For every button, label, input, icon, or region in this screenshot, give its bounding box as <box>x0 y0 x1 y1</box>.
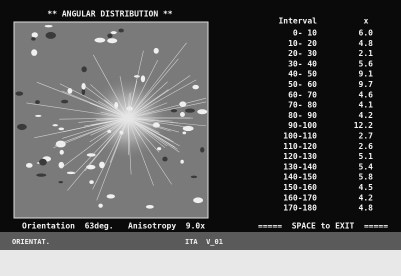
percent: 4.1 <box>359 101 374 110</box>
interval: 100-110 <box>283 132 317 141</box>
grain <box>146 205 154 209</box>
grain <box>94 38 105 43</box>
grain <box>15 92 23 96</box>
grain <box>31 37 35 41</box>
interval: 20- 30 <box>288 49 317 58</box>
percent: 2.1 <box>359 49 374 58</box>
grain <box>39 159 47 166</box>
grain <box>134 75 140 77</box>
anisotropy: Anisotropy 9.0x <box>128 221 205 231</box>
interval: 110-120 <box>283 142 317 151</box>
percent: 9.7 <box>359 80 374 89</box>
grain <box>197 109 207 114</box>
grain <box>59 162 64 169</box>
bottom-area <box>0 250 401 276</box>
exit-hint: ===== SPACE to EXIT ===== <box>258 222 388 231</box>
grain <box>107 34 112 38</box>
grain <box>192 85 199 89</box>
grain <box>45 25 53 27</box>
percent: 5.6 <box>359 59 374 68</box>
grain <box>191 176 197 178</box>
grain <box>107 194 115 198</box>
grain <box>180 160 183 164</box>
interval: 80- 90 <box>288 111 317 120</box>
interval: 130-140 <box>283 162 317 171</box>
micrograph <box>14 22 208 218</box>
title: ** ANGULAR DISTRIBUTION ** <box>47 10 172 19</box>
percent: 4.2 <box>359 193 374 202</box>
orientation: Orientation 63deg. <box>22 221 114 231</box>
interval: 50- 60 <box>288 80 317 89</box>
interval: 160-170 <box>283 193 317 202</box>
grain <box>182 131 186 134</box>
footer-center: ITA V_01 <box>185 238 223 246</box>
grain <box>200 147 204 152</box>
percent: 5.4 <box>359 162 374 171</box>
grain <box>61 100 68 104</box>
grain <box>60 150 64 155</box>
grain <box>107 38 117 43</box>
grain <box>111 31 117 34</box>
grain <box>46 32 57 39</box>
grain <box>154 48 159 54</box>
grain <box>58 127 64 130</box>
footer-left: ORIENTAT. <box>12 238 50 246</box>
grain <box>35 100 40 104</box>
screen: ** ANGULAR DISTRIBUTION ** Interval x 0-… <box>0 0 401 276</box>
interval: 140-150 <box>283 173 317 182</box>
percent: 4.8 <box>359 39 374 48</box>
grain <box>171 109 178 112</box>
percent: 6.0 <box>359 29 374 38</box>
interval: 60- 70 <box>288 90 317 99</box>
grain <box>81 66 86 72</box>
interval: 120-130 <box>283 152 317 161</box>
grain <box>141 75 145 82</box>
grain <box>17 124 27 130</box>
grain <box>59 181 63 183</box>
interval: 90-100 <box>288 121 317 130</box>
grain <box>99 162 105 169</box>
grain <box>35 115 41 117</box>
percent: 4.2 <box>359 111 374 120</box>
grain <box>32 32 38 37</box>
percent: 5.8 <box>359 173 374 182</box>
percent: 4.8 <box>359 204 374 213</box>
grain <box>193 197 203 203</box>
interval: 40- 50 <box>288 70 317 79</box>
percent: 4.5 <box>359 183 374 192</box>
grain <box>36 173 46 176</box>
interval: 170-180 <box>283 204 317 213</box>
grain <box>118 29 124 33</box>
percent: 4.6 <box>359 90 374 99</box>
interval: 10- 20 <box>288 39 317 48</box>
percent: 5.1 <box>359 152 374 161</box>
grain <box>180 112 185 117</box>
grain <box>67 172 75 174</box>
interval: 70- 80 <box>288 101 317 110</box>
column-header: Interval <box>278 17 317 26</box>
grain <box>98 204 103 208</box>
grain <box>26 163 33 168</box>
interval: 150-160 <box>283 183 317 192</box>
grain <box>157 147 161 150</box>
grain <box>162 157 167 162</box>
percent: 12.2 <box>354 121 373 130</box>
percent: 9.1 <box>359 70 374 79</box>
grain <box>89 180 93 184</box>
grain <box>185 108 195 112</box>
column-header: x <box>364 17 369 26</box>
interval: 0- 10 <box>293 29 317 38</box>
interval: 30- 40 <box>288 59 317 68</box>
grain <box>52 124 58 126</box>
percent: 2.6 <box>359 142 374 151</box>
grain <box>31 49 37 56</box>
percent: 2.7 <box>359 132 374 141</box>
